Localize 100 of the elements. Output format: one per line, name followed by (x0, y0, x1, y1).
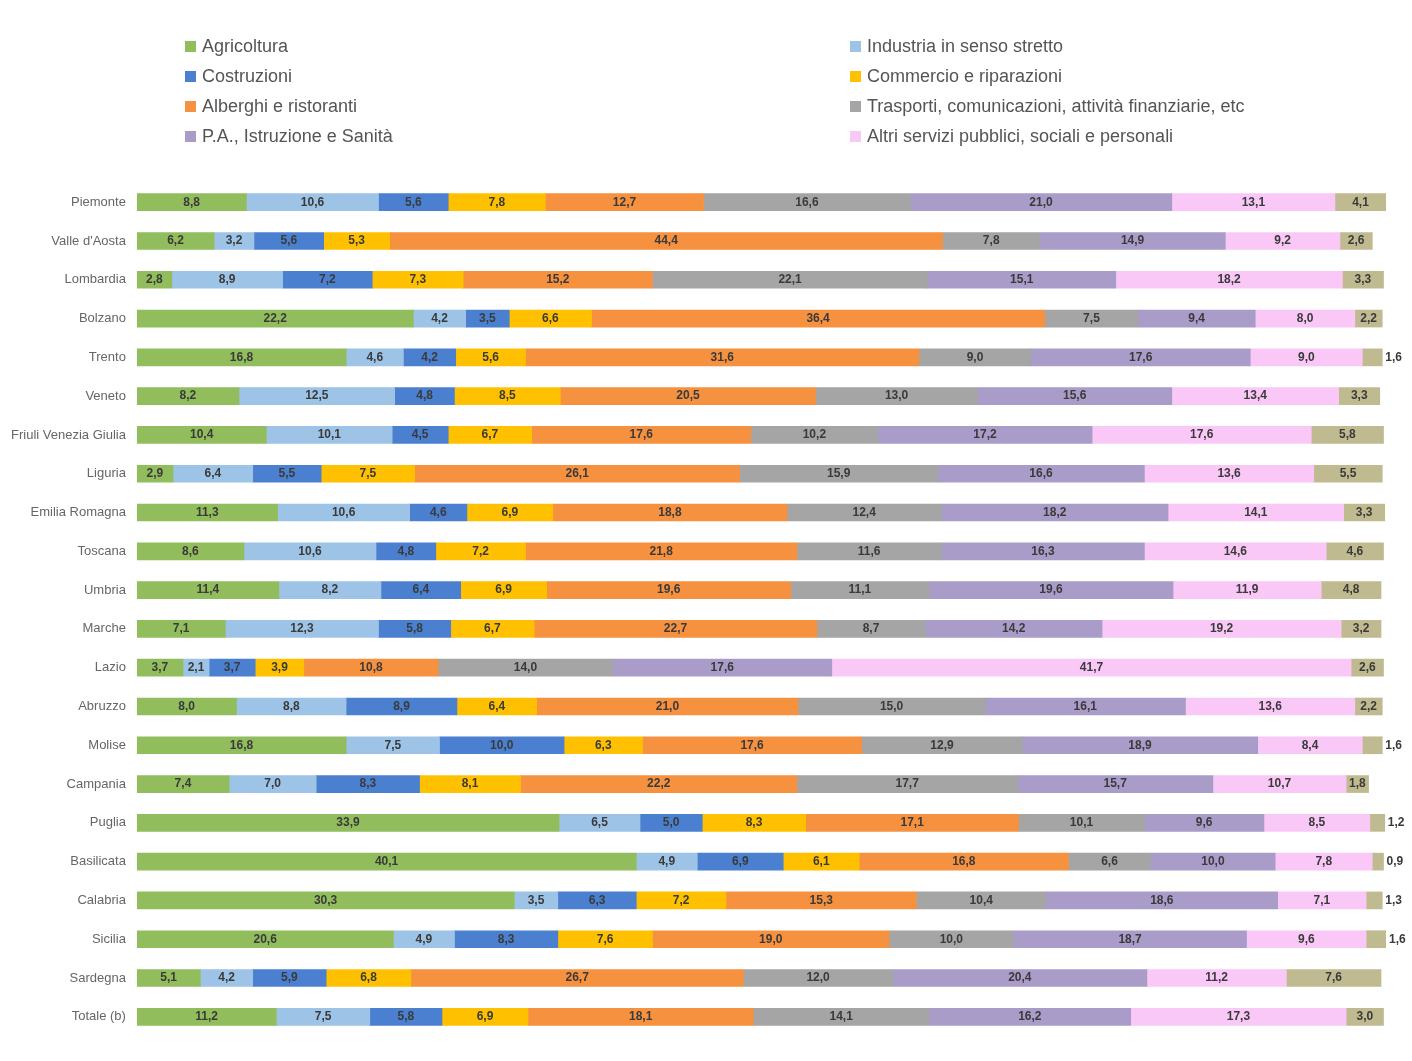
bar (831, 658, 1352, 677)
bar (545, 193, 704, 212)
data-label: 1,6 (1389, 931, 1407, 946)
data-label: 5,6 (280, 233, 298, 248)
bar (136, 775, 230, 793)
bar (977, 387, 1173, 405)
data-label: 26,7 (565, 970, 590, 985)
bar (320, 464, 415, 483)
data-label: 8,7 (862, 621, 880, 636)
bar (325, 969, 412, 987)
bar (941, 542, 1145, 561)
bar (323, 232, 391, 250)
data-label: 4,2 (218, 970, 236, 985)
bar (1257, 736, 1363, 755)
data-label: 5,5 (278, 466, 296, 481)
y-tick-label: Friuli Venezia Giulia (11, 426, 127, 442)
data-label: 10,7 (1267, 776, 1292, 791)
data-label: 13,1 (1241, 194, 1266, 209)
data-label: 9,2 (1274, 233, 1292, 248)
bar (861, 736, 1023, 755)
data-label: 7,8 (1315, 853, 1333, 868)
data-label: 6,4 (412, 582, 430, 597)
bar (224, 620, 379, 638)
bar (136, 193, 247, 212)
data-label: 7,5 (314, 1009, 332, 1024)
bar (136, 658, 184, 677)
data-label: 7,8 (982, 233, 1000, 248)
data-label: 16,8 (229, 349, 254, 364)
data-label: 15,1 (1010, 272, 1034, 287)
bar (1263, 814, 1371, 832)
data-label: 6,9 (501, 504, 519, 519)
bar (228, 775, 317, 793)
data-label: 15,7 (1103, 776, 1128, 791)
data-label: 7,1 (172, 621, 190, 636)
data-label: 4,5 (411, 427, 429, 442)
bar (563, 736, 643, 755)
bar (1013, 930, 1247, 949)
data-label: 3,2 (225, 233, 243, 248)
bar (1018, 814, 1145, 832)
data-label: 3,3 (1355, 504, 1373, 519)
data-label: 6,8 (360, 970, 378, 985)
y-tick-label: Trento (88, 348, 126, 364)
bar (858, 852, 1069, 871)
data-label: 13,0 (884, 388, 909, 403)
bar (652, 270, 929, 289)
legend-label: Trasporti, comunicazioni, attività finanziarie, etc (867, 96, 1245, 117)
data-label: 4,1 (1352, 194, 1370, 209)
data-label: 3,3 (1354, 272, 1372, 287)
y-tick-label: Emilia Romagna (30, 504, 127, 520)
data-label: 18,1 (628, 1009, 653, 1024)
data-label: 4,6 (1346, 543, 1364, 558)
data-label: 11,4 (196, 582, 220, 597)
data-label: 7,8 (488, 194, 506, 209)
data-label: 2,9 (146, 466, 164, 481)
bar (252, 969, 327, 987)
bar (450, 620, 535, 638)
data-label: 7,5 (1083, 310, 1101, 325)
data-label: 8,3 (745, 815, 763, 830)
bar (136, 503, 278, 522)
data-label: 2,2 (1360, 310, 1378, 325)
data-label: 6,6 (1101, 853, 1119, 868)
data-label: 8,5 (1308, 815, 1326, 830)
bar (1171, 193, 1336, 212)
bar (527, 1007, 754, 1026)
data-label: 15,6 (1062, 388, 1087, 403)
bar (797, 697, 986, 716)
data-label: 17,7 (895, 776, 920, 791)
data-label: 18,2 (1043, 504, 1067, 519)
bar (136, 387, 240, 405)
data-label: 6,1 (812, 853, 830, 868)
data-label: 14,9 (1120, 233, 1145, 248)
data-label: 4,8 (1342, 582, 1360, 597)
data-label: 16,6 (1029, 466, 1054, 481)
bar (1334, 193, 1386, 212)
bar (1045, 891, 1278, 910)
data-label: 5,0 (662, 815, 680, 830)
bar (635, 891, 727, 910)
bar (552, 503, 788, 522)
data-label: 9,0 (966, 349, 984, 364)
data-label: 9,6 (1195, 815, 1213, 830)
data-label: 7,4 (174, 776, 192, 791)
y-tick-label: Molise (88, 736, 126, 752)
data-label: 5,8 (397, 1009, 415, 1024)
data-label: 6,3 (588, 892, 606, 907)
bar (1310, 426, 1384, 444)
data-label: 3,7 (223, 660, 241, 674)
data-label: 6,3 (594, 737, 612, 752)
data-label: 11,1 (848, 582, 872, 597)
bar (1144, 814, 1265, 832)
bar (419, 775, 521, 793)
bar (136, 348, 347, 367)
bar (136, 697, 237, 716)
bar (525, 542, 798, 561)
data-label: 6,5 (591, 815, 609, 830)
bar (394, 387, 455, 405)
data-label: 5,1 (160, 970, 178, 985)
bar (252, 464, 322, 483)
data-label: 14,2 (1001, 621, 1026, 636)
data-label: 17,6 (629, 427, 654, 442)
y-tick-label: Toscana (77, 542, 127, 558)
